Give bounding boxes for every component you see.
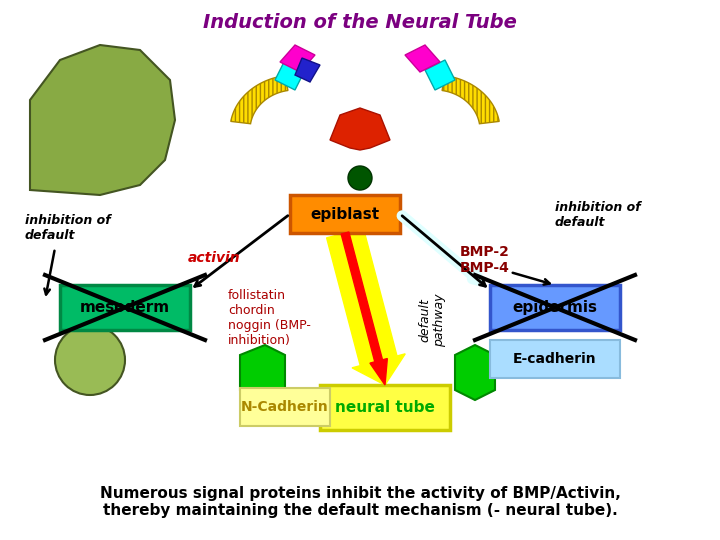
Polygon shape bbox=[275, 60, 305, 90]
FancyBboxPatch shape bbox=[490, 340, 620, 378]
Text: epidermis: epidermis bbox=[513, 300, 598, 315]
Text: activin: activin bbox=[188, 251, 240, 265]
Text: Numerous signal proteins inhibit the activity of BMP/Activin,
thereby maintainin: Numerous signal proteins inhibit the act… bbox=[99, 486, 621, 518]
FancyBboxPatch shape bbox=[240, 388, 330, 426]
Text: inhibition of
default: inhibition of default bbox=[555, 201, 641, 229]
Text: follistatin
chordin
noggin (BMP-
inhibition): follistatin chordin noggin (BMP- inhibit… bbox=[228, 289, 311, 347]
FancyBboxPatch shape bbox=[60, 285, 190, 330]
FancyBboxPatch shape bbox=[290, 195, 400, 233]
FancyBboxPatch shape bbox=[490, 285, 620, 330]
Polygon shape bbox=[425, 60, 455, 90]
FancyBboxPatch shape bbox=[320, 385, 450, 430]
Polygon shape bbox=[240, 345, 285, 400]
Polygon shape bbox=[455, 345, 495, 400]
Polygon shape bbox=[30, 45, 175, 195]
Text: mesoderm: mesoderm bbox=[80, 300, 170, 315]
Circle shape bbox=[55, 325, 125, 395]
Text: neural tube: neural tube bbox=[335, 400, 435, 415]
Polygon shape bbox=[295, 58, 320, 82]
Text: BMP-2
BMP-4: BMP-2 BMP-4 bbox=[460, 245, 510, 275]
Polygon shape bbox=[330, 108, 390, 150]
Polygon shape bbox=[231, 76, 288, 124]
Text: inhibition of
default: inhibition of default bbox=[25, 214, 111, 242]
Circle shape bbox=[348, 166, 372, 190]
Text: N-Cadherin: N-Cadherin bbox=[241, 400, 329, 414]
Polygon shape bbox=[405, 45, 440, 72]
FancyArrow shape bbox=[327, 228, 405, 385]
FancyArrow shape bbox=[341, 232, 387, 385]
Polygon shape bbox=[280, 45, 315, 72]
Text: Induction of the Neural Tube: Induction of the Neural Tube bbox=[203, 12, 517, 31]
Text: default
pathway: default pathway bbox=[418, 293, 446, 347]
Polygon shape bbox=[442, 76, 499, 124]
Text: epiblast: epiblast bbox=[310, 206, 379, 221]
Text: E-cadherin: E-cadherin bbox=[513, 352, 597, 366]
